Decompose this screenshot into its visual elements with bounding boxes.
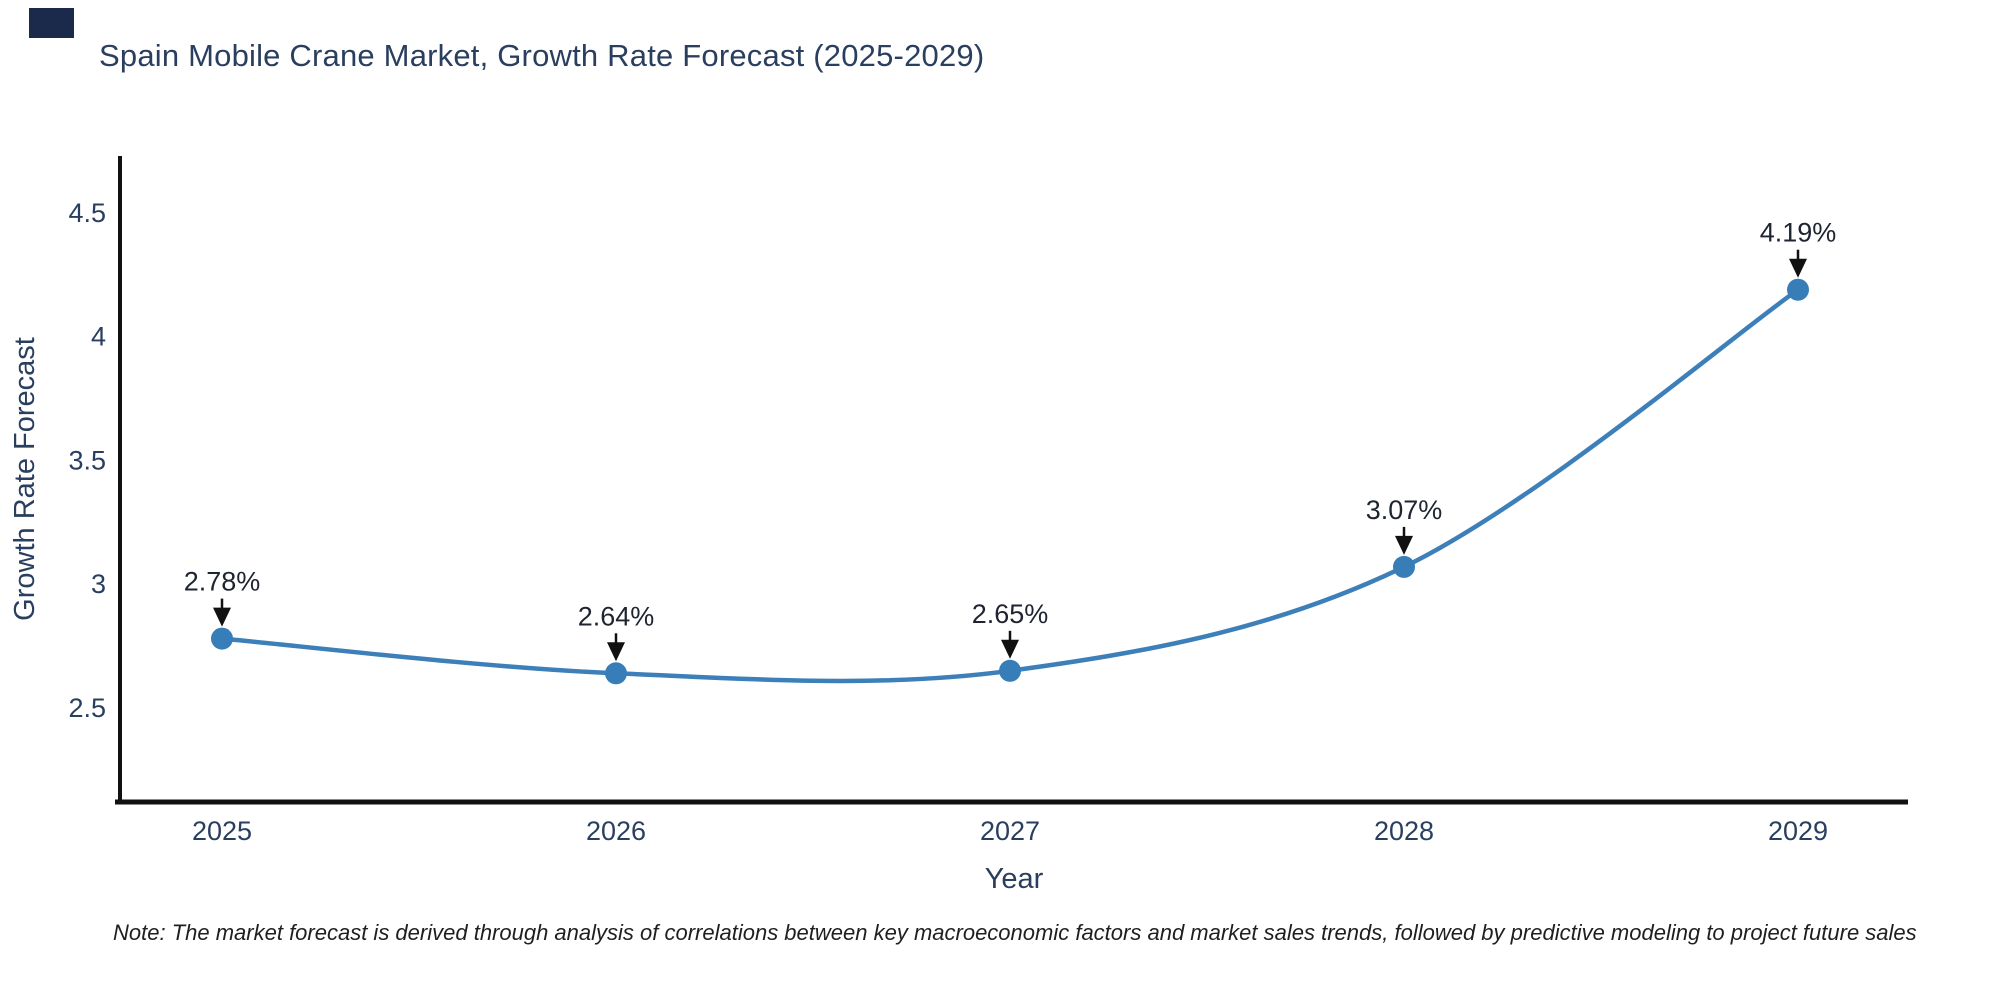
y-tick-label: 3.5 bbox=[68, 445, 106, 475]
data-point-label: 2.78% bbox=[184, 567, 261, 597]
annotation-arrowhead bbox=[213, 607, 231, 627]
annotation-arrowhead bbox=[1395, 535, 1413, 555]
x-tick-label: 2026 bbox=[586, 816, 646, 846]
data-point-label: 4.19% bbox=[1760, 218, 1837, 248]
data-point-label: 2.64% bbox=[578, 601, 655, 631]
data-point-marker bbox=[999, 659, 1021, 682]
y-tick-label: 4.5 bbox=[68, 198, 106, 228]
annotation-arrowhead bbox=[607, 642, 625, 662]
chart-title: Spain Mobile Crane Market, Growth Rate F… bbox=[99, 38, 985, 73]
data-point-label: 2.65% bbox=[972, 599, 1049, 629]
forecast-line bbox=[219, 287, 1801, 684]
x-tick-label: 2025 bbox=[192, 816, 252, 846]
y-tick-label: 4 bbox=[91, 322, 106, 352]
y-tick-label: 3 bbox=[91, 569, 106, 599]
footnote: Note: The market forecast is derived thr… bbox=[113, 920, 1917, 945]
annotation-arrowhead bbox=[1001, 639, 1019, 659]
x-tick-label: 2029 bbox=[1768, 816, 1828, 846]
y-tick-label: 2.5 bbox=[68, 693, 106, 723]
data-point-label: 3.07% bbox=[1366, 495, 1443, 525]
x-tick-label: 2028 bbox=[1374, 816, 1434, 846]
x-axis-title: Year bbox=[985, 863, 1044, 895]
top-left-block bbox=[29, 8, 74, 38]
y-axis-title: Growth Rate Forecast bbox=[9, 337, 41, 621]
data-point-marker bbox=[1393, 555, 1415, 578]
x-tick-label: 2027 bbox=[980, 816, 1040, 846]
data-point-marker bbox=[211, 627, 233, 650]
data-point-marker bbox=[605, 662, 627, 685]
data-point-marker bbox=[1787, 278, 1809, 301]
annotation-arrowhead bbox=[1789, 258, 1807, 278]
